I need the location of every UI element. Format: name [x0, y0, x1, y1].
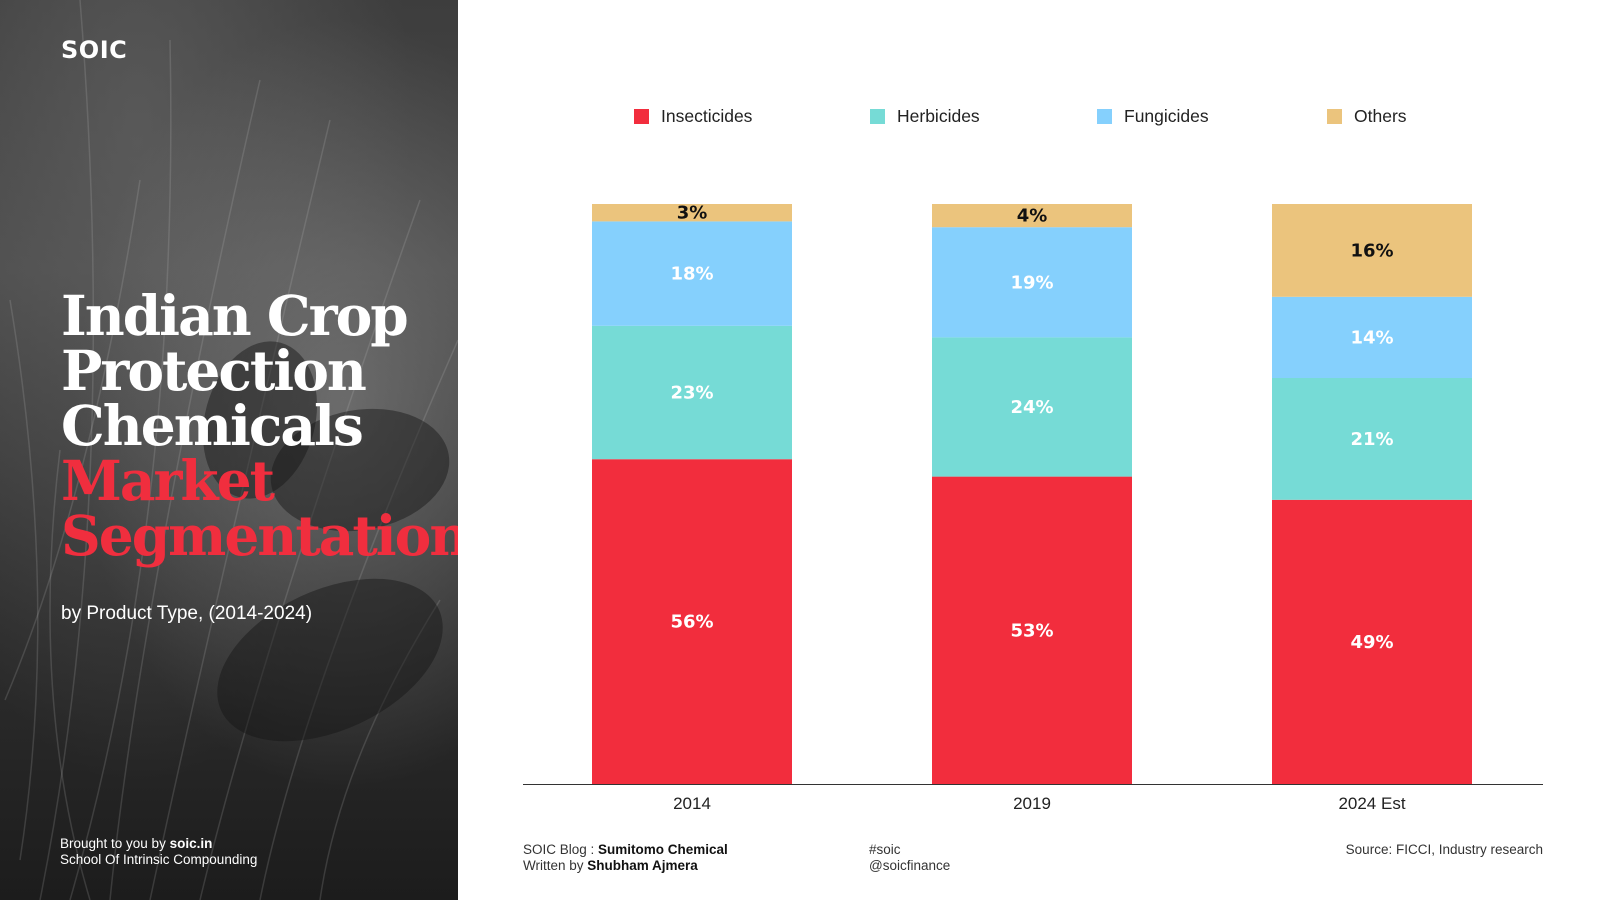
footer-author: Shubham Ajmera [587, 858, 698, 873]
footer-source: Source: FICCI, Industry research [1346, 842, 1543, 858]
brand-logo: SOIC [61, 36, 128, 64]
bar-segment-herbicides [592, 325, 792, 460]
bar-segment-herbicides [932, 337, 1132, 477]
bar-segment-fungicides [1272, 296, 1472, 378]
page-title: Indian Crop Protection Chemicals Market … [61, 288, 458, 563]
bar-segment-others [932, 204, 1132, 228]
data-label: 49% [1350, 632, 1393, 653]
credit: Brought to you by soic.in School Of Intr… [60, 836, 257, 868]
bar-segment-insecticides [592, 459, 792, 784]
credit-site-link[interactable]: soic.in [169, 836, 213, 851]
legend-label: Others [1354, 106, 1407, 126]
data-label: 23% [670, 383, 713, 404]
legend-swatch [1097, 109, 1112, 124]
legend-item-insecticides: Insecticides [634, 106, 752, 127]
bar-segment-others [592, 204, 792, 222]
data-label: 4% [1017, 206, 1048, 227]
title-line: Chemicals [61, 393, 364, 458]
data-label: 3% [677, 203, 708, 224]
legend-item-fungicides: Fungicides [1097, 106, 1209, 127]
legend-item-others: Others [1327, 106, 1407, 127]
x-tick-label: 2024 Est [1338, 794, 1405, 813]
legend-swatch [870, 109, 885, 124]
data-label: 56% [670, 612, 713, 633]
legend-label: Insecticides [661, 106, 753, 126]
subtitle: by Product Type, (2014-2024) [61, 603, 313, 624]
data-label: 24% [1010, 397, 1053, 418]
title-line-highlight: Market [61, 448, 275, 513]
legend-item-herbicides: Herbicides [870, 106, 980, 127]
legend-label: Fungicides [1124, 106, 1209, 126]
bar-segment-insecticides [1272, 499, 1472, 784]
data-label: 18% [670, 264, 713, 285]
x-tick-label: 2019 [1013, 794, 1051, 813]
data-label: 14% [1350, 327, 1393, 348]
bar-segment-herbicides [1272, 378, 1472, 500]
data-label: 53% [1010, 620, 1053, 641]
bar-segment-others [1272, 204, 1472, 297]
chart-legend: Insecticides Herbicides Fungicides Other… [0, 106, 1600, 128]
data-label: 19% [1010, 272, 1053, 293]
wheat-background-image [4, 0, 458, 900]
data-label: 16% [1350, 240, 1393, 261]
legend-label: Herbicides [897, 106, 980, 126]
bar-segment-fungicides [592, 221, 792, 326]
footer-author-prefix: Written by [523, 858, 588, 873]
bar-segment-insecticides [932, 476, 1132, 784]
legend-swatch [1327, 109, 1342, 124]
credit-org: School Of Intrinsic Compounding [60, 852, 258, 867]
title-line-highlight: Segmentation [61, 503, 458, 568]
credit-prefix: Brought to you by [60, 836, 170, 851]
legend-swatch [634, 109, 649, 124]
bar-segment-fungicides [932, 227, 1132, 338]
footer-handle: @soicfinance [869, 858, 951, 873]
title-line: Protection [61, 338, 367, 403]
footer-source-text: Source: FICCI, Industry research [1345, 842, 1543, 857]
footer-blog: SOIC Blog : Sumitomo Chemical Written by… [523, 842, 728, 874]
title-line: Indian Crop [61, 283, 409, 348]
footer-blog-title: Sumitomo Chemical [598, 842, 728, 857]
x-tick-label: 2014 [673, 794, 711, 813]
data-label: 21% [1350, 429, 1393, 450]
footer-social: #soic @soicfinance [869, 842, 950, 874]
footer-blog-prefix: SOIC Blog : [523, 842, 599, 857]
left-panel: SOIC Indian Crop Protection Chemicals Ma… [0, 0, 458, 900]
footer-hashtag: #soic [869, 842, 901, 857]
